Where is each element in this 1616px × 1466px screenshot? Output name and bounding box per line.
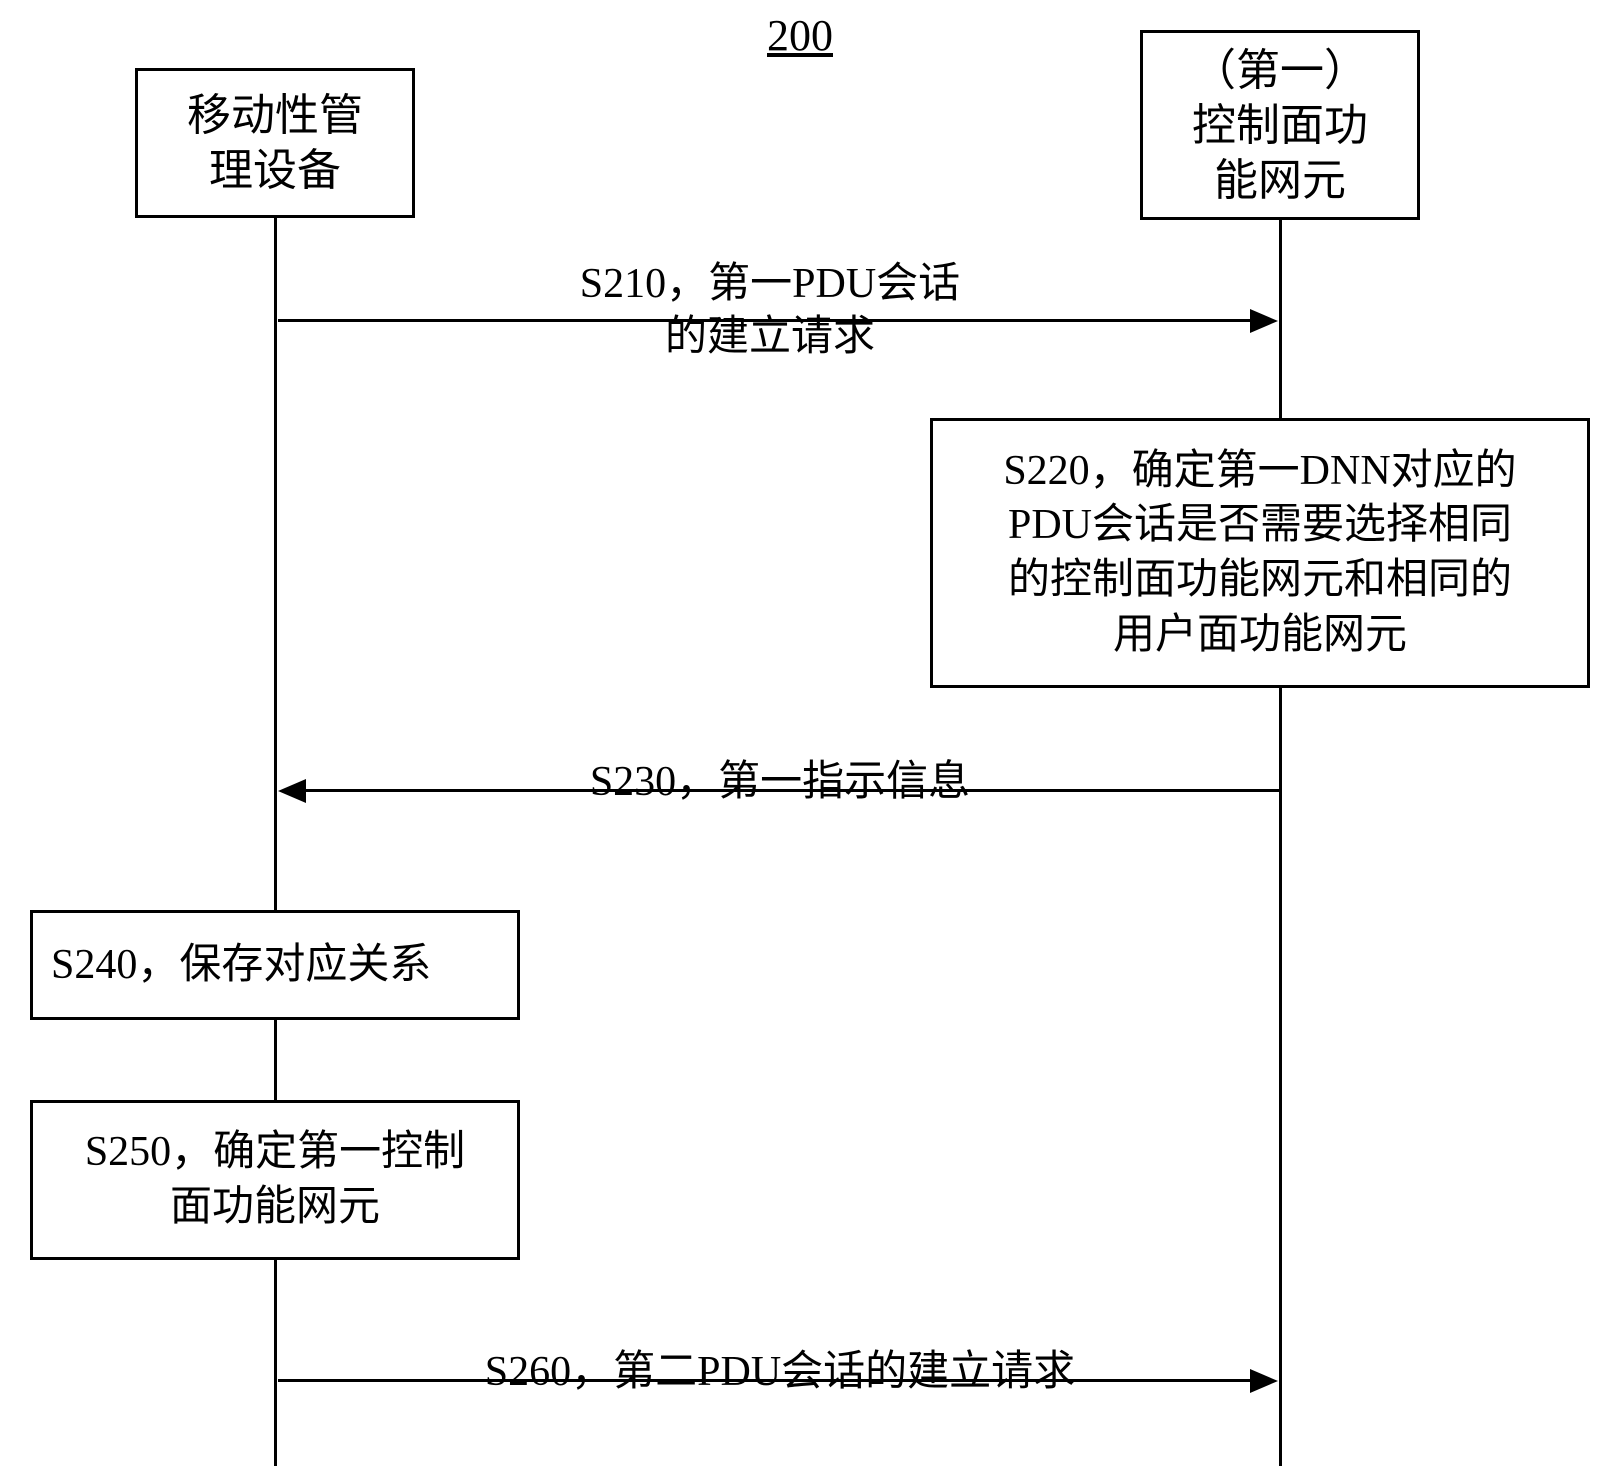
lifeline-right-2 <box>1279 688 1282 1466</box>
step-s220: S220，确定第一DNN对应的 PDU会话是否需要选择相同 的控制面功能网元和相… <box>930 418 1590 688</box>
lifeline-right-1 <box>1279 220 1282 418</box>
step-s250: S250，确定第一控制 面功能网元 <box>30 1100 520 1260</box>
step-s240: S240，保存对应关系 <box>30 910 520 1020</box>
step-s220-label: S220，确定第一DNN对应的 PDU会话是否需要选择相同 的控制面功能网元和相… <box>1003 444 1516 662</box>
lifeline-left-3 <box>274 1020 277 1100</box>
lifeline-left-2 <box>274 320 277 910</box>
actor-control-plane-label: （第一） 控制面功 能网元 <box>1192 43 1368 208</box>
step-s240-label: S240，保存对应关系 <box>51 938 431 993</box>
diagram-title: 200 <box>740 10 860 61</box>
actor-control-plane: （第一） 控制面功 能网元 <box>1140 30 1420 220</box>
msg-s210-label: S210，第一PDU会话 的建立请求 <box>490 258 1050 363</box>
msg-s260-label: S260，第二PDU会话的建立请求 <box>410 1346 1150 1399</box>
msg-s230-label: S230，第一指示信息 <box>520 756 1040 809</box>
diagram-canvas: 200 移动性管 理设备 （第一） 控制面功 能网元 S210，第一PDU会话 … <box>0 0 1616 1466</box>
lifeline-left-1 <box>274 218 277 320</box>
msg-s230-arrow <box>278 779 306 803</box>
msg-s260-arrow <box>1250 1369 1278 1393</box>
msg-s210-arrow <box>1250 309 1278 333</box>
lifeline-left-4 <box>274 1260 277 1466</box>
actor-mobility-mgmt-label: 移动性管 理设备 <box>187 88 363 198</box>
actor-mobility-mgmt: 移动性管 理设备 <box>135 68 415 218</box>
step-s250-label: S250，确定第一控制 面功能网元 <box>85 1125 465 1234</box>
